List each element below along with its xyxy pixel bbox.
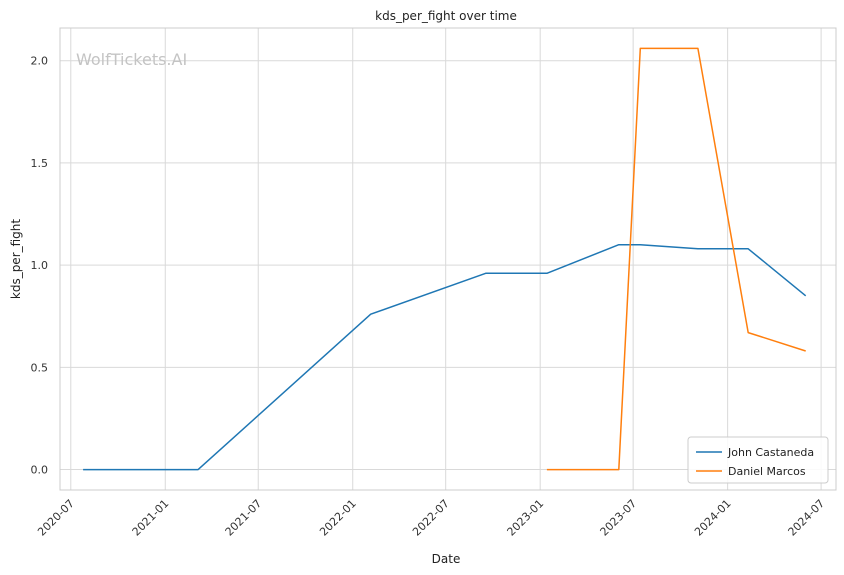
legend-label-john-castaneda: John Castaneda [727, 446, 814, 459]
series-layer [83, 47, 807, 471]
watermark: WolfTickets.AI [76, 50, 187, 69]
plot-frame [59, 27, 837, 491]
y-tick-label: 0.5 [31, 361, 49, 374]
legend: John Castaneda Daniel Marcos [687, 436, 829, 484]
legend-label-daniel-marcos: Daniel Marcos [728, 465, 806, 478]
x-axis-title: Date [432, 552, 461, 566]
y-axis-title: kds_per_fight [9, 219, 23, 300]
y-tick-label: 0.0 [31, 464, 49, 477]
chart-title: kds_per_fight over time [375, 9, 517, 23]
y-tick-label: 2.0 [31, 55, 49, 68]
legend-box [687, 436, 829, 484]
series-line-daniel-marcos [546, 47, 806, 471]
y-tick-label: 1.0 [31, 259, 49, 272]
y-tick-label: 1.5 [31, 157, 49, 170]
series-line-john-castaneda [83, 243, 807, 471]
